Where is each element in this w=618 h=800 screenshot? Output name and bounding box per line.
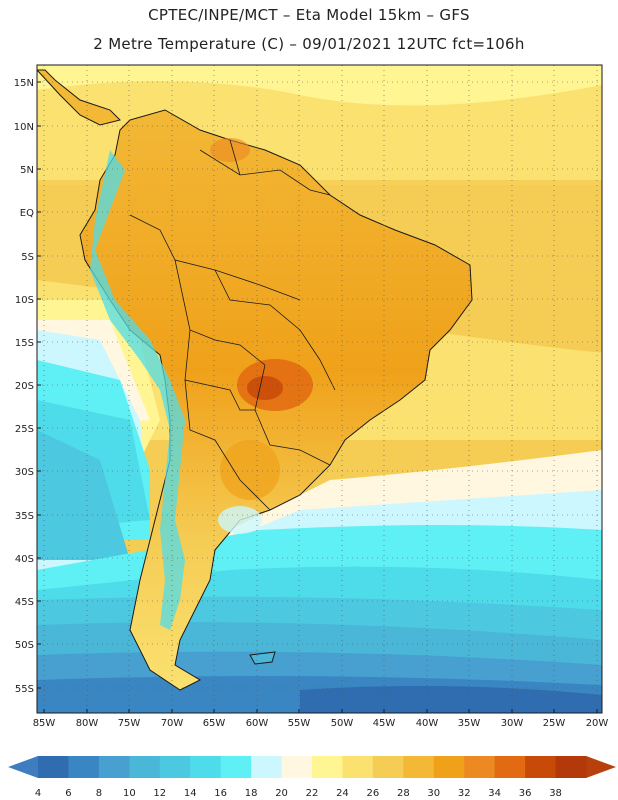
lon-label: 60W	[246, 718, 269, 729]
legend-swatch	[312, 756, 343, 778]
legend-label: 24	[336, 788, 349, 799]
legend-swatch	[190, 756, 222, 778]
lon-label: 50W	[331, 718, 354, 729]
legend-swatch	[464, 756, 496, 778]
lat-label: 15S	[15, 338, 34, 349]
lat-label: 20S	[15, 381, 34, 392]
lat-label: 10N	[14, 122, 34, 133]
lon-label: 55W	[288, 718, 311, 729]
legend-label: 18	[245, 788, 258, 799]
legend-label: 26	[367, 788, 380, 799]
legend-swatch	[68, 756, 100, 778]
legend-swatch	[220, 756, 252, 778]
legend-label: 38	[549, 788, 562, 799]
lat-label: 25S	[15, 424, 34, 435]
lat-label: 5N	[20, 165, 34, 176]
lat-label: 50S	[15, 640, 34, 651]
legend-swatch	[403, 756, 435, 778]
lat-label: 55S	[15, 684, 34, 695]
legend-label: 14	[184, 788, 197, 799]
lat-label: 35S	[15, 511, 34, 522]
lon-label: 45W	[373, 718, 396, 729]
legend-label: 4	[35, 788, 41, 799]
legend-under-arrow	[8, 756, 38, 778]
legend-label: 36	[519, 788, 532, 799]
lon-label: 65W	[203, 718, 226, 729]
legend-swatch	[38, 756, 69, 778]
legend-label: 34	[488, 788, 501, 799]
map-field	[37, 65, 602, 713]
lat-label: 40S	[15, 554, 34, 565]
legend-label: 6	[65, 788, 71, 799]
lon-label: 20W	[586, 718, 609, 729]
lon-label: 25W	[543, 718, 566, 729]
legend-swatch	[342, 756, 374, 778]
lon-label: 80W	[76, 718, 99, 729]
legend-swatch	[525, 756, 557, 778]
lat-label: 10S	[15, 295, 34, 306]
legend-swatch	[281, 756, 313, 778]
legend-label: 22	[306, 788, 319, 799]
legend-label: 10	[123, 788, 136, 799]
legend-swatch	[98, 756, 130, 778]
legend-swatch	[129, 756, 161, 778]
legend-swatch	[433, 756, 465, 778]
legend-swatch	[159, 756, 191, 778]
legend-label: 20	[275, 788, 288, 799]
lat-label: 15N	[14, 78, 34, 89]
legend-label: 8	[96, 788, 102, 799]
lat-label: 30S	[15, 467, 34, 478]
legend-swatch	[555, 756, 587, 778]
legend-label: 12	[153, 788, 166, 799]
lon-label: 85W	[33, 718, 56, 729]
legend-label: 30	[427, 788, 440, 799]
map-title-line-2: 2 Metre Temperature (C) – 09/01/2021 12U…	[93, 35, 525, 53]
lat-label: 5S	[21, 252, 34, 263]
legend-label: 16	[214, 788, 227, 799]
country-borders	[129, 139, 336, 511]
legend-label: 32	[458, 788, 471, 799]
legend-swatch	[372, 756, 404, 778]
legend-over-arrow	[586, 756, 616, 778]
legend-label: 28	[397, 788, 410, 799]
legend-swatch	[251, 756, 283, 778]
lon-label: 75W	[118, 718, 141, 729]
lon-label: 70W	[161, 718, 184, 729]
lat-label: EQ	[20, 208, 34, 219]
map-frame	[36, 64, 603, 714]
latitude-axis: 15N 10N 5N EQ 5S 10S 15S 20S 25S 30S 35S…	[14, 78, 34, 695]
lon-label: 40W	[416, 718, 439, 729]
map-title-line-1: CPTEC/INPE/MCT – Eta Model 15km – GFS	[148, 6, 470, 24]
lat-label: 45S	[15, 597, 34, 608]
color-legend: 4 6 8 10 12 14 16 18 20 22 24 26 28 30 32 34 36 38	[8, 756, 616, 799]
lon-label: 30W	[501, 718, 524, 729]
legend-swatch	[494, 756, 526, 778]
lon-label: 35W	[458, 718, 481, 729]
longitude-axis: 85W 80W 75W 70W 65W 60W 55W 50W 45W 40W …	[33, 718, 609, 729]
